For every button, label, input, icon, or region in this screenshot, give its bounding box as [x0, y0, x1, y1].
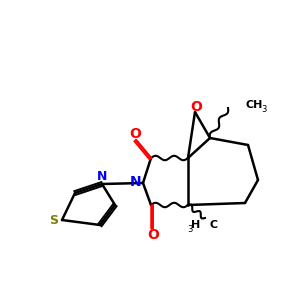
- Text: N: N: [130, 175, 142, 189]
- Text: 3: 3: [261, 104, 266, 113]
- Text: O: O: [147, 228, 159, 242]
- Text: CH: CH: [246, 100, 263, 110]
- Text: O: O: [190, 100, 202, 114]
- Text: C: C: [209, 220, 217, 230]
- Text: N: N: [97, 170, 107, 184]
- Text: 3: 3: [188, 224, 193, 233]
- Text: H: H: [191, 220, 200, 230]
- Text: O: O: [129, 127, 141, 141]
- Text: S: S: [50, 214, 58, 226]
